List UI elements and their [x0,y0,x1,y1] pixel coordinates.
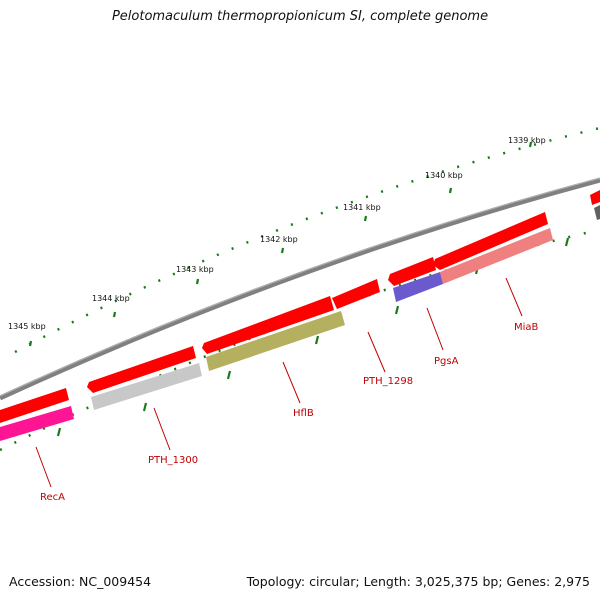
kbp-label: 1345 kbp [8,322,46,331]
gene-bar-edge [594,205,600,220]
genome-backbone [0,177,600,401]
leader-line [367,331,386,373]
major-tick [528,141,533,148]
inner-tick [394,305,400,315]
kbp-label: 1342 kbp [260,235,298,244]
genome-summary-text: Topology: circular; Length: 3,025,375 bp… [246,574,590,589]
cds-arrow [388,257,436,286]
major-tick [112,311,117,318]
kbp-label: 1340 kbp [425,171,463,180]
leader-lines [35,277,523,488]
inner-tick [314,335,320,345]
gene-bar-pgs [393,272,443,302]
inner-tick [226,370,232,380]
cds-arrow [202,296,334,354]
cds-arrow [0,388,69,423]
kbp-label: 1343 kbp [176,265,214,274]
gene-label: HflB [293,408,314,419]
gene-label: PTH_1300 [148,455,198,466]
kbp-label: 1339 kbp [508,136,546,145]
cds-arrow [590,190,600,205]
gene-bar-pth1300 [91,363,202,410]
cds-arrow [433,212,548,270]
leader-line [505,277,523,317]
accession-text: Accession: NC_009454 [9,574,152,589]
gene-label: PTH_1298 [363,376,413,387]
major-ticks [28,141,533,347]
major-tick [280,247,285,254]
inner-tick [56,427,62,437]
leader-line [153,407,171,451]
cds-arrow [332,279,380,309]
gene-bar-hfl [206,311,345,371]
leader-line [35,446,52,488]
gene-label: MiaB [514,322,539,333]
gene-label: PgsA [434,356,459,367]
major-tick [28,340,33,347]
major-tick [448,187,453,194]
major-tick [195,278,200,285]
leader-line [282,361,301,404]
gene-bar-mia [440,228,553,284]
cds-track [0,190,600,423]
map-title: Pelotomaculum thermopropionicum SI, comp… [111,9,489,24]
cog-track [0,205,600,441]
leader-line [426,307,444,351]
gene-label: RecA [40,492,65,503]
gene-bar-rec [0,406,74,441]
inner-tick [564,237,570,247]
inner-tick [142,402,148,412]
cds-arrow [87,346,196,393]
kbp-label: 1344 kbp [92,294,130,303]
major-tick [363,215,368,222]
kbp-label: 1341 kbp [343,203,381,212]
